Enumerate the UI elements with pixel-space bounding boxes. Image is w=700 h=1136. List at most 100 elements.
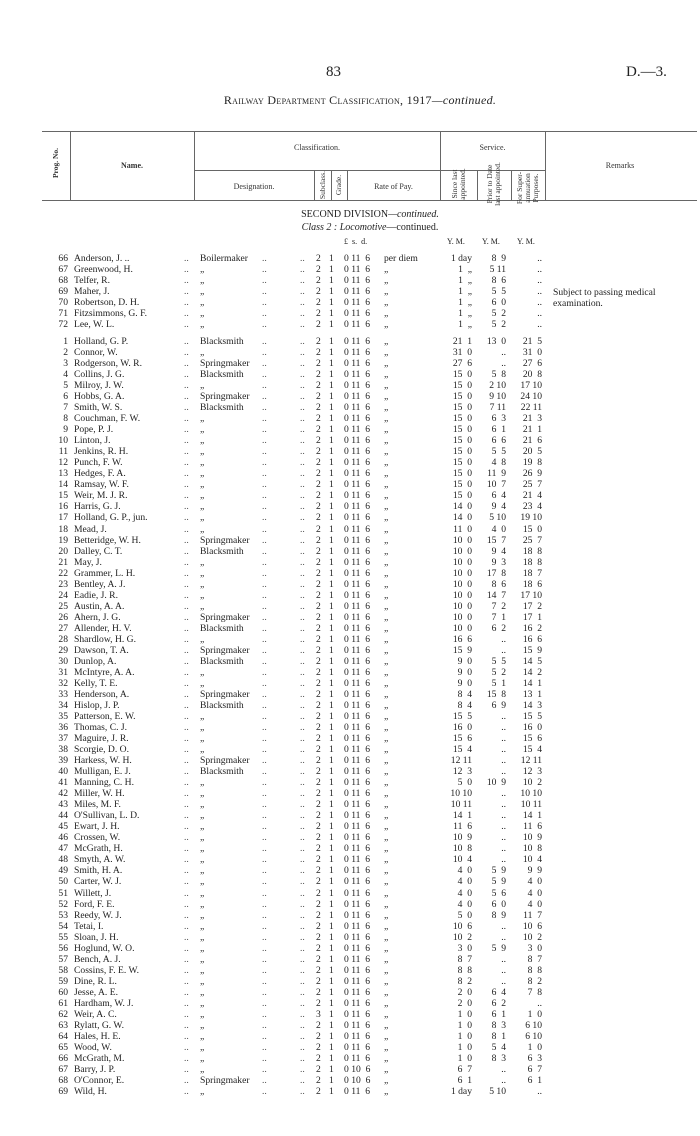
- leader: ..: [262, 633, 267, 645]
- leader: ..: [262, 755, 267, 767]
- leader: ..: [184, 898, 189, 910]
- subclass: 2: [316, 777, 321, 789]
- superannuation-service: 10 11: [520, 799, 542, 811]
- subclass: 2: [316, 490, 321, 502]
- leader: ..: [300, 391, 305, 403]
- leader: ..: [300, 446, 305, 458]
- superannuation-service: ..: [537, 253, 542, 264]
- leader: ..: [262, 744, 267, 756]
- prior-to-date: 10 9: [486, 777, 506, 789]
- prog-no: 4: [63, 369, 68, 381]
- superannuation-service: 1 0: [527, 1008, 542, 1020]
- since-last-appointed: 1 „: [458, 275, 472, 286]
- since-last-appointed: 15 0: [452, 369, 472, 381]
- name: Fitzsimmons, G. F.: [74, 308, 148, 319]
- leader: ..: [184, 402, 189, 414]
- leader: ..: [184, 666, 189, 678]
- leader: ..: [184, 1075, 189, 1086]
- rate-of-pay: 0 11 6: [344, 523, 371, 535]
- leader: ..: [300, 413, 305, 425]
- designation: „: [200, 380, 205, 392]
- prog-no: 49: [58, 865, 68, 877]
- leader: ..: [300, 909, 305, 921]
- superannuation-service: 3 0: [527, 942, 542, 954]
- prog-no: 67: [58, 1063, 68, 1075]
- pay-period: „: [384, 832, 389, 844]
- leader: ..: [262, 600, 267, 612]
- designation: „: [200, 1063, 205, 1075]
- superannuation-service: ..: [537, 286, 542, 297]
- grade: 1: [329, 336, 334, 347]
- table-row: 32 Kelly, T. E... „.... 2 1 0 11 6 „ 9 0 5 1 14 1: [0, 678, 700, 689]
- designation: „: [200, 887, 205, 899]
- pay-period: „: [384, 275, 389, 286]
- grade: 1: [329, 1063, 334, 1075]
- rate-of-pay: 0 11 6: [344, 545, 371, 557]
- prog-no: 46: [58, 832, 68, 844]
- prior-to-date: 15 8: [486, 688, 506, 700]
- subclass: 2: [316, 622, 321, 634]
- grade: 1: [329, 457, 334, 469]
- superannuation-service: 17 1: [522, 611, 542, 623]
- leader: ..: [184, 688, 189, 700]
- designation: „: [200, 600, 205, 612]
- prog-no: 45: [58, 821, 68, 833]
- leader: ..: [300, 479, 305, 491]
- superannuation-service: 8 8: [527, 964, 542, 976]
- table-row: 62 Weir, A. C... „.... 3 1 0 11 6 „ 1 0 6 1 1 0: [0, 1009, 700, 1020]
- subclass: 2: [316, 589, 321, 601]
- rate-of-pay: 0 10 6: [344, 1063, 371, 1075]
- table-row: 14 Ramsay, W. F... „.... 2 1 0 11 6 „ 15 0 10 7 2…: [0, 479, 700, 490]
- leader: ..: [184, 832, 189, 844]
- name: Wood, W.: [74, 1041, 112, 1053]
- prior-to-date: ..: [501, 722, 506, 734]
- grade: 1: [329, 534, 334, 546]
- subclass: 2: [316, 986, 321, 998]
- prog-no: 15: [58, 490, 68, 502]
- name: Hoglund, W. O.: [74, 942, 135, 954]
- rate-of-pay: 0 11 6: [344, 534, 371, 546]
- leader: ..: [262, 358, 267, 370]
- document-reference: D.—3.: [626, 64, 667, 80]
- leader: ..: [300, 380, 305, 392]
- leader: ..: [262, 666, 267, 678]
- designation: „: [200, 1086, 205, 1098]
- designation: „: [200, 865, 205, 877]
- superannuation-service: 15 0: [522, 523, 542, 535]
- since-last-appointed: 10 10: [450, 788, 472, 800]
- leader: ..: [300, 501, 305, 513]
- rate-of-pay: 0 11 6: [344, 264, 371, 275]
- designation: „: [200, 986, 205, 998]
- pay-period: „: [384, 953, 389, 965]
- leader: ..: [184, 1063, 189, 1075]
- table-row: 23 Bentley, A. J... „.... 2 1 0 11 6 „ 10 0 8 6 1…: [0, 579, 700, 590]
- pay-period: „: [384, 446, 389, 458]
- rate-of-pay: 0 11 6: [344, 253, 371, 264]
- table-row: 19 Betteridge, W. H... Springmaker.... 2 1 0 …: [0, 535, 700, 546]
- leader: ..: [300, 534, 305, 546]
- leader: ..: [300, 733, 305, 745]
- since-last-appointed: 15 0: [452, 402, 472, 414]
- table-row: 65 Wood, W... „.... 2 1 0 11 6 „ 1 0 5 4 1 0: [0, 1042, 700, 1053]
- table-row: 6 Hobbs, G. A... Springmaker.... 2 1 0 11 6 „ 1…: [0, 391, 700, 402]
- since-last-appointed: 10 0: [452, 611, 472, 623]
- table-row: 17 Holland, G. P., jun... „.... 2 1 0 11 6 „ 14…: [0, 512, 700, 523]
- name: Allender, H. V.: [74, 622, 132, 634]
- leader: ..: [300, 1052, 305, 1064]
- rate-of-pay: 0 11 6: [344, 286, 371, 297]
- leader: ..: [300, 512, 305, 524]
- leader: ..: [300, 953, 305, 965]
- designation: „: [200, 733, 205, 745]
- name: Couchman, F. W.: [74, 413, 141, 425]
- designation: Springmaker: [200, 755, 250, 767]
- leader: ..: [184, 308, 189, 319]
- pay-period: „: [384, 380, 389, 392]
- name: O'Sullivan, L. D.: [74, 810, 140, 822]
- since-last-appointed: 10 6: [452, 920, 472, 932]
- name: McGrath, H.: [74, 843, 123, 855]
- header-name: Name.: [121, 161, 143, 170]
- leader: ..: [184, 380, 189, 392]
- rate-of-pay: 0 11 6: [344, 567, 371, 579]
- pay-period: „: [384, 887, 389, 899]
- leader: ..: [184, 1052, 189, 1064]
